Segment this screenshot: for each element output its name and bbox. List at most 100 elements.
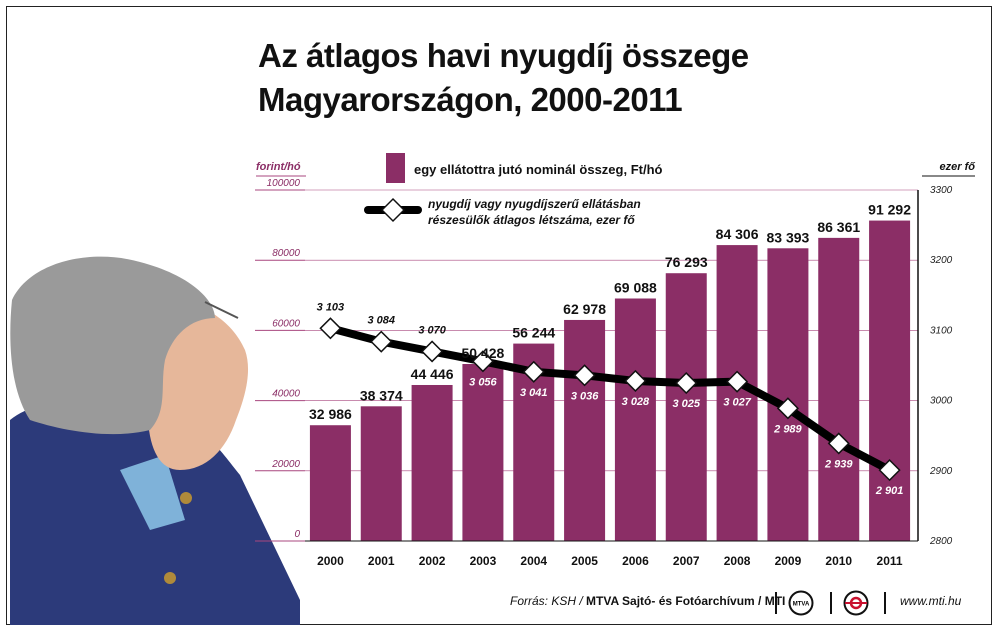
line-point-marker — [573, 364, 596, 387]
line-value-label: 3 036 — [571, 390, 599, 402]
legend-bar-label: egy ellátottra jutó nominál összeg, Ft/h… — [414, 162, 663, 177]
line-value-label: 3 084 — [367, 315, 395, 327]
x-tick-label: 2005 — [571, 554, 598, 568]
line-value-label: 2 989 — [773, 423, 802, 435]
mtva-logo-icon: MTVA — [788, 590, 814, 616]
bar — [360, 406, 402, 541]
footer-separator — [884, 592, 886, 614]
line-value-label: 3 070 — [418, 324, 446, 336]
footer-separator — [775, 592, 777, 614]
face — [148, 300, 249, 470]
right-tick-label: 3300 — [930, 185, 953, 196]
line-point-marker — [522, 360, 545, 383]
right-tick-label: 3100 — [930, 325, 953, 336]
source-prefix: Forrás: KSH / — [510, 594, 583, 608]
legend: egy ellátottra jutó nominál összeg, Ft/h… — [364, 153, 663, 227]
left-tick-label: 0 — [294, 529, 300, 540]
legend-line-marker — [380, 197, 406, 223]
legend-line-label-1: nyugdíj vagy nyugdíjszerű ellátásban — [428, 197, 641, 211]
bar-value-label: 44 446 — [411, 366, 454, 382]
axes-group: 0 20000 40000 60000 80000 100000 2800 2900 3000 3… — [256, 161, 975, 568]
left-tick-label: 20000 — [271, 459, 300, 470]
source-credit: Forrás: KSH / MTVA Sajtó- és Fotóarchívu… — [510, 594, 785, 608]
bar — [462, 363, 504, 541]
left-tick-label: 80000 — [272, 248, 300, 259]
x-tick-label: 2003 — [470, 554, 497, 568]
elderly-woman-illustration — [10, 256, 300, 625]
line-point-marker — [878, 459, 901, 482]
title-line-1: Az átlagos havi nyugdíj összege — [258, 37, 749, 74]
x-tick-label: 2002 — [419, 554, 446, 568]
left-tick-label: 100000 — [267, 178, 301, 189]
bar — [869, 220, 911, 542]
bar-value-label: 62 978 — [563, 301, 606, 317]
right-tick-label: 3200 — [930, 255, 953, 266]
right-tick-label: 2800 — [929, 536, 953, 547]
bar-value-label: 50 428 — [462, 345, 505, 361]
bar-value-label: 86 361 — [817, 219, 860, 235]
bar — [411, 384, 453, 541]
line-value-label: 2 901 — [875, 485, 904, 497]
bars-group — [309, 220, 911, 542]
line-point-marker — [624, 369, 647, 393]
svg-text:MTVA: MTVA — [793, 602, 810, 608]
x-tick-label: 2008 — [724, 554, 751, 568]
x-tick-label: 2011 — [877, 554, 903, 568]
line-value-label: 3 056 — [469, 376, 497, 388]
bar — [767, 248, 809, 541]
left-tick-label: 40000 — [272, 389, 300, 400]
chart-title: Az átlagos havi nyugdíj összege Magyaror… — [258, 34, 749, 122]
line-value-label: 3 028 — [622, 396, 650, 408]
line-value-label: 3 103 — [317, 301, 345, 313]
coat-button — [164, 572, 176, 584]
x-tick-label: 2004 — [520, 554, 547, 568]
line-point-marker — [726, 370, 749, 393]
x-tick-label: 2000 — [317, 554, 344, 568]
bar — [614, 298, 656, 541]
line-point-marker — [471, 350, 494, 373]
line-point-marker — [827, 432, 850, 455]
bar-value-label: 32 986 — [309, 406, 352, 422]
line-point-marker — [319, 317, 342, 340]
data-labels-group: 32 986 38 374 44 446 50 428 56 244 62 978 69 0… — [309, 202, 911, 498]
left-tick-label: 60000 — [272, 318, 300, 329]
x-tick-label: 2001 — [368, 554, 395, 568]
bar — [665, 273, 707, 541]
right-tick-label: 2900 — [929, 466, 953, 477]
title-line-2: Magyarországon, 2000-2011 — [258, 81, 683, 118]
x-tick-label: 2007 — [673, 554, 700, 568]
bar — [309, 425, 351, 541]
line-point-marker — [370, 330, 393, 353]
bar-value-label: 83 393 — [767, 229, 810, 245]
line-value-label: 3 025 — [672, 398, 700, 410]
right-axis-unit: ezer fő — [940, 161, 976, 173]
legend-line-label-2: részesülők átlagos létszáma, ezer fő — [428, 213, 635, 227]
bar-value-label: 38 374 — [360, 387, 403, 403]
bar-value-label: 84 306 — [716, 226, 759, 242]
line-point-marker — [776, 397, 799, 420]
line-point-marker — [675, 371, 698, 395]
left-axis-unit: forint/hó — [256, 161, 301, 173]
coat-button — [180, 492, 192, 504]
mti-logo-icon — [843, 590, 869, 616]
bar — [564, 319, 606, 541]
bar-value-label: 69 088 — [614, 280, 657, 296]
line-value-label: 3 027 — [723, 397, 751, 409]
glasses — [204, 301, 239, 319]
right-tick-label: 3000 — [930, 396, 953, 407]
x-tick-label: 2009 — [775, 554, 802, 568]
x-tick-label: 2010 — [825, 554, 852, 568]
line-value-label: 3 041 — [520, 387, 548, 399]
bar-value-label: 76 293 — [665, 254, 708, 270]
hair — [10, 256, 215, 435]
line-point-marker — [421, 340, 444, 363]
footer-separator — [830, 592, 832, 614]
line-series-group — [319, 317, 901, 482]
source-bold: MTVA Sajtó- és Fotóarchívum / MTI — [586, 594, 786, 608]
bar-value-label: 56 244 — [512, 325, 555, 341]
bar — [818, 237, 860, 541]
website-url: www.mti.hu — [900, 594, 962, 608]
bar-value-label: 91 292 — [868, 202, 911, 218]
legend-bar-swatch — [386, 153, 405, 183]
